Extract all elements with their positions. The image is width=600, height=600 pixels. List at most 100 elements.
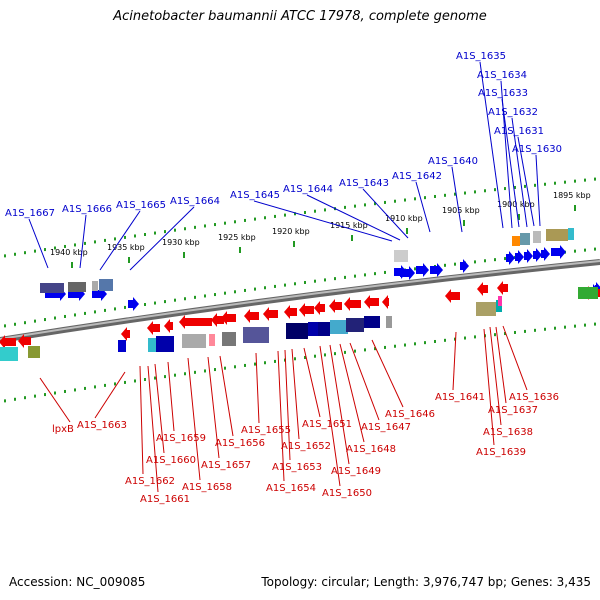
forward-gene-arrow [400,266,415,280]
inner-reverse-ring-dot [274,359,276,363]
reverse-gene-arrow [18,334,31,348]
outer-tick-ring-dot [74,243,76,247]
outer-tick-ring-dot [54,246,56,250]
reverse-gene-arrow [299,303,314,317]
inner-reverse-ring-dot [104,383,106,387]
inner-forward-ring-dot [174,298,176,302]
reverse-gene-arrow [211,313,224,327]
tick-mark [406,228,408,234]
reverse-gene-feature [28,346,40,358]
inner-forward-ring-dot [194,295,196,299]
outer-tick-ring-dot [464,191,466,195]
inner-forward-ring-dot [184,297,186,301]
inner-forward-ring-dot [4,324,6,328]
outer-tick-ring-dot [194,225,196,229]
inner-forward-ring-dot [104,308,106,312]
inner-forward-ring-dot [154,301,156,305]
inner-reverse-ring-dot [434,339,436,343]
tick-mark [574,205,576,211]
reverse-gene-label: lpxB [52,424,74,435]
forward-gene-feature [394,250,408,262]
reverse-gene-arrow [344,297,361,311]
forward-gene-arrow [551,245,566,259]
forward-leader-line [362,188,409,239]
tick-mark [128,257,130,263]
reverse-leader-line [349,342,380,421]
reverse-gene-feature [118,340,126,352]
inner-forward-ring-dot [214,293,216,297]
inner-reverse-ring-dot [394,344,396,348]
tick-mark [463,220,465,226]
inner-reverse-ring-dot [584,323,586,327]
tick-label: 1935 kbp [107,243,145,252]
tick-label: 1915 kbp [330,221,368,230]
inner-reverse-ring-dot [344,350,346,354]
forward-gene-feature [533,231,541,243]
inner-forward-ring-dot [384,270,386,274]
inner-forward-ring-dot [224,291,226,295]
inner-reverse-ring-dot [594,322,596,326]
forward-gene-label: A1S_1665 [116,200,166,211]
inner-forward-ring-dot [94,310,96,314]
reverse-gene-arrow [477,282,488,296]
reverse-gene-arrow [263,307,278,321]
forward-gene-arrow [541,247,550,261]
reverse-gene-label: A1S_1663 [77,420,127,431]
outer-tick-ring-dot [424,196,426,200]
reverse-leader-line [39,377,71,423]
inner-forward-ring-dot [454,262,456,266]
outer-tick-ring-dot [184,227,186,231]
outer-tick-ring-dot [354,204,356,208]
inner-forward-ring-dot [594,247,596,251]
reverse-gene-arrow [314,301,325,315]
tick-mark [293,241,295,247]
inner-reverse-ring-dot [574,324,576,328]
inner-reverse-ring-dot [234,365,236,369]
inner-forward-ring-dot [34,319,36,323]
outer-tick-ring-dot [264,216,266,220]
forward-leader-line [451,166,463,233]
forward-gene-label: A1S_1664 [170,196,220,207]
outer-tick-ring-dot [314,209,316,213]
forward-leader-line [129,206,195,271]
forward-gene-feature [520,233,530,245]
reverse-gene-arrow [147,321,160,335]
inner-reverse-ring-dot [464,336,466,340]
reverse-leader-line [371,339,404,408]
outer-tick-ring-dot [384,200,386,204]
inner-forward-ring-dot [364,273,366,277]
outer-tick-ring-dot [34,249,36,253]
outer-tick-ring-dot [404,198,406,202]
outer-tick-ring-dot [234,220,236,224]
figure-title: Acinetobacter baumannii ATCC 17978, comp… [113,9,487,24]
reverse-gene-label: A1S_1654 [266,483,316,494]
forward-leader-line [306,194,401,241]
reverse-gene-label: A1S_1649 [331,466,381,477]
forward-gene-feature [546,229,568,241]
outer-tick-ring-dot [564,180,566,184]
forward-gene-feature [568,228,574,240]
inner-reverse-ring-dot [424,341,426,345]
reverse-leader-line [452,331,457,391]
reverse-gene-feature [318,322,330,336]
reverse-leader-line [139,365,144,475]
reverse-leader-line [94,371,126,419]
reverse-leader-line [291,348,300,440]
outer-tick-ring-dot [254,217,256,221]
inner-reverse-ring-dot [54,391,56,395]
forward-gene-label: A1S_1634 [477,70,527,81]
inner-forward-ring-dot [254,287,256,291]
inner-forward-ring-dot [344,275,346,279]
reverse-gene-feature [346,318,364,332]
inner-forward-ring-dot [584,248,586,252]
inner-reverse-ring-dot [354,349,356,353]
inner-reverse-ring-dot [44,393,46,397]
reverse-leader-line [277,350,285,482]
genome-stats-text: Topology: circular; Length: 3,976,747 bp… [261,575,591,589]
reverse-gene-feature [330,320,348,334]
inner-reverse-ring-dot [194,370,196,374]
reverse-leader-line [255,352,260,424]
inner-reverse-ring-dot [124,380,126,384]
outer-tick-ring-dot [344,205,346,209]
reverse-gene-arrow [284,305,297,319]
